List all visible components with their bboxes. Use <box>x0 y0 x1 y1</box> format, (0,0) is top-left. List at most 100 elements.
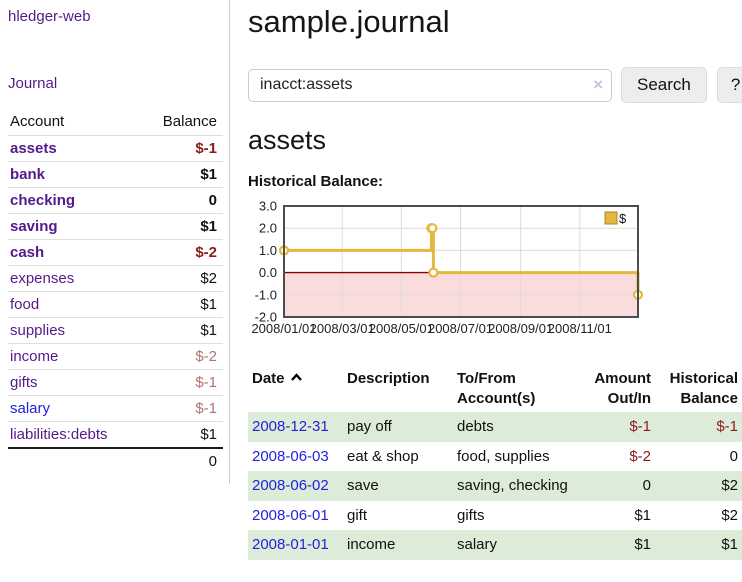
transaction-amount: $1 <box>634 506 651 524</box>
account-balance: $-2 <box>195 348 217 365</box>
transaction-description: pay off <box>347 418 392 435</box>
svg-text:-1.0: -1.0 <box>255 287 277 302</box>
account-row: checking 0 <box>8 187 223 214</box>
transaction-amount: $1 <box>634 536 651 553</box>
app-title-link[interactable]: hledger-web <box>8 8 91 25</box>
transaction-amount: $-1 <box>629 418 651 435</box>
search-bar: × Search ? <box>248 67 742 103</box>
register-row: 2008-06-01 gift gifts $1 $2 <box>248 501 742 531</box>
svg-text:2008/03/01: 2008/03/01 <box>310 321 375 336</box>
transaction-accounts: salary <box>457 536 498 553</box>
transaction-description: save <box>347 477 379 494</box>
transaction-accounts: debts <box>457 418 494 435</box>
svg-text:-2.0: -2.0 <box>255 310 277 325</box>
accounts-col-balance: Balance <box>141 110 223 136</box>
transaction-date-link[interactable]: 2008-01-01 <box>252 536 329 553</box>
clear-search-icon[interactable]: × <box>593 74 603 94</box>
account-row: supplies $1 <box>8 317 223 344</box>
register-col-amount: Amount Out/In <box>594 370 651 407</box>
account-link[interactable]: bank <box>10 166 46 183</box>
account-link[interactable]: cash <box>10 244 45 261</box>
accounts-total-balance: 0 <box>141 447 223 474</box>
account-balance: $1 <box>200 296 217 313</box>
sort-ascending-icon <box>290 373 302 381</box>
account-balance: $-1 <box>195 140 217 157</box>
transaction-date-link[interactable]: 2008-12-31 <box>252 418 329 435</box>
register-table: Date Description To/From Account(s) Amou… <box>248 365 742 560</box>
transaction-accounts: food, supplies <box>457 447 550 465</box>
accounts-col-account: Account <box>8 110 142 136</box>
account-link[interactable]: salary <box>10 400 51 417</box>
svg-text:0.0: 0.0 <box>259 265 277 280</box>
register-row: 2008-12-31 pay off debts $-1 $-1 <box>248 412 742 442</box>
transaction-balance: $-1 <box>716 418 738 435</box>
account-row: food $1 <box>8 291 223 318</box>
account-link[interactable]: gifts <box>10 374 38 391</box>
account-link[interactable]: income <box>10 348 59 365</box>
register-row: 2008-06-02 save saving, checking 0 $2 <box>248 471 742 501</box>
register-col-accounts: To/From Account(s) <box>457 370 536 407</box>
account-balance: $-1 <box>195 400 217 417</box>
register-col-balance: Historical Balance <box>669 370 738 407</box>
transaction-amount: 0 <box>642 477 651 494</box>
account-row: liabilities:debts $1 <box>8 421 223 449</box>
register-col-date[interactable]: Date <box>248 365 343 412</box>
search-input[interactable] <box>248 68 612 102</box>
account-row: assets $-1 <box>8 135 223 162</box>
account-link[interactable]: supplies <box>10 322 66 339</box>
page-title: sample.journal <box>248 4 450 39</box>
transaction-description: income <box>347 536 396 553</box>
account-row: gifts $-1 <box>8 369 223 396</box>
account-link[interactable]: assets <box>10 140 57 157</box>
transaction-amount: $-2 <box>629 447 651 465</box>
svg-text:3.0: 3.0 <box>259 200 277 214</box>
accounts-table: Account Balance assets $-1 bank $1 checking 0… <box>8 110 223 474</box>
account-link[interactable]: liabilities:debts <box>10 426 108 443</box>
account-row: bank $1 <box>8 161 223 188</box>
transaction-balance: $2 <box>721 477 738 494</box>
balance-chart-svg: 3.0 2.0 1.0 0.0 -1.0 -2.02008/01/012008/03/01… <box>251 199 644 336</box>
accounts-total-row: 0 <box>8 447 223 474</box>
account-link[interactable]: checking <box>10 192 76 209</box>
account-balance: $2 <box>200 270 217 287</box>
transaction-accounts: saving, checking <box>457 477 568 494</box>
account-row: saving $1 <box>8 213 223 240</box>
svg-text:2008/05/01: 2008/05/01 <box>369 321 434 336</box>
app-window: hledger-web Journal Account Balance asse… <box>0 0 742 560</box>
transaction-date-link[interactable]: 2008-06-03 <box>252 447 329 465</box>
account-balance: $1 <box>200 166 217 183</box>
account-balance: $-1 <box>195 374 217 391</box>
account-row: cash $-2 <box>8 239 223 266</box>
account-balance: $1 <box>200 322 217 339</box>
account-balance: $1 <box>200 426 217 443</box>
svg-text:1.0: 1.0 <box>259 243 277 258</box>
svg-text:$: $ <box>619 211 627 226</box>
register-row: 2008-06-03 eat & shop food, supplies $-2 0 <box>248 442 742 472</box>
transaction-accounts: gifts <box>457 506 485 524</box>
transaction-balance: 0 <box>729 447 738 465</box>
transaction-description: gift <box>347 506 368 524</box>
help-button[interactable]: ? <box>716 67 742 103</box>
account-link[interactable]: saving <box>10 218 58 235</box>
transaction-balance: $1 <box>721 536 738 553</box>
svg-text:2008/09/01: 2008/09/01 <box>488 321 553 336</box>
historical-balance-chart[interactable]: 3.0 2.0 1.0 0.0 -1.0 -2.0 2008/01/01 2008/03/01… <box>248 199 742 345</box>
account-balance: $1 <box>200 218 217 235</box>
search-button[interactable]: Search <box>621 67 707 103</box>
account-link[interactable]: food <box>10 296 40 313</box>
transaction-date-link[interactable]: 2008-06-01 <box>252 506 329 524</box>
account-balance: $-2 <box>195 244 217 261</box>
main-content: sample.journal × Search ? assets Histori… <box>230 0 742 560</box>
nav-journal-link[interactable]: Journal <box>8 75 58 92</box>
sidebar: hledger-web Journal Account Balance asse… <box>0 0 230 484</box>
account-balance: 0 <box>208 192 217 209</box>
register-row: 2008-01-01 income salary $1 $1 <box>248 530 742 560</box>
transaction-date-link[interactable]: 2008-06-02 <box>252 477 329 494</box>
account-row: income $-2 <box>8 343 223 370</box>
account-link[interactable]: expenses <box>10 270 75 287</box>
account-row: salary $-1 <box>8 395 223 422</box>
register-col-description: Description <box>347 370 430 387</box>
svg-text:2008/01/01: 2008/01/01 <box>251 321 316 336</box>
chart-title: Historical Balance: <box>248 173 384 190</box>
account-row: expenses $2 <box>8 265 223 292</box>
